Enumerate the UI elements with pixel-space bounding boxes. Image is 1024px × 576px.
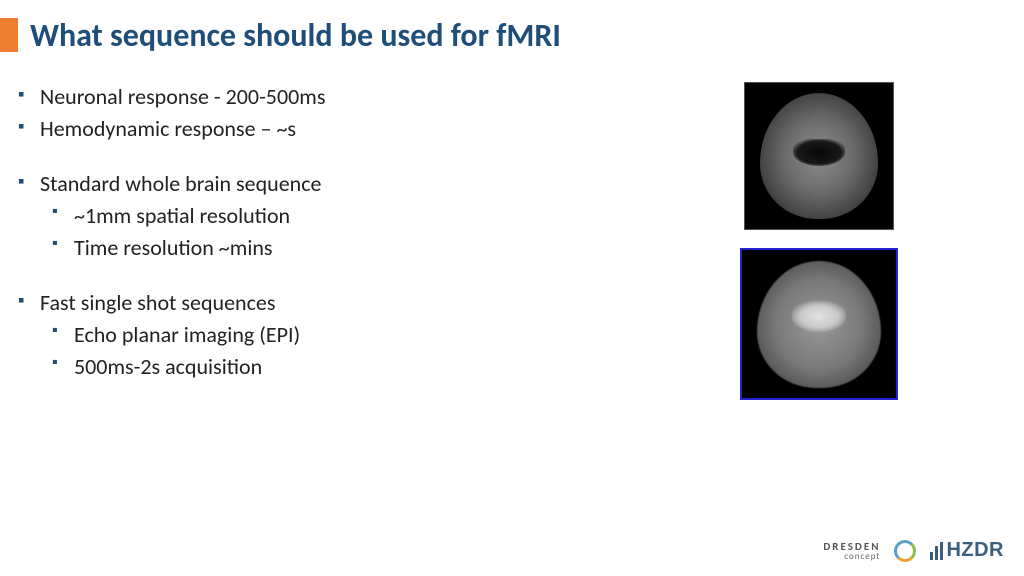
brain-t1-icon bbox=[760, 93, 878, 219]
bullet-item: Hemodynamic response – ~s bbox=[18, 114, 658, 144]
sub-bullet-item: Time resolution ~mins bbox=[52, 233, 658, 263]
brain-epi-icon bbox=[757, 261, 880, 388]
bullet-item: Fast single shot sequences bbox=[18, 288, 658, 318]
sub-bullet-item: 500ms-2s acquisition bbox=[52, 352, 658, 382]
sub-bullet-item: ~1mm spatial resolution bbox=[52, 201, 658, 231]
brain-image-epi bbox=[740, 248, 898, 400]
slide-title: What sequence should be used for fMRI bbox=[30, 16, 561, 55]
bullet-item: Neuronal response - 200-500ms bbox=[18, 82, 658, 112]
ring-icon bbox=[894, 540, 916, 562]
bullet-item: Standard whole brain sequence bbox=[18, 169, 658, 199]
accent-bar bbox=[0, 18, 18, 52]
hzdr-logo: HZDR bbox=[930, 539, 1004, 562]
sub-bullet-item: Echo planar imaging (EPI) bbox=[52, 320, 658, 350]
footer-logos: DRESDEN concept HZDR bbox=[823, 539, 1004, 562]
dresden-concept-logo: DRESDEN concept bbox=[823, 541, 880, 561]
brain-image-t1 bbox=[744, 82, 894, 230]
hzdr-bars-icon bbox=[930, 542, 943, 560]
content-area: Neuronal response - 200-500ms Hemodynami… bbox=[18, 82, 658, 384]
